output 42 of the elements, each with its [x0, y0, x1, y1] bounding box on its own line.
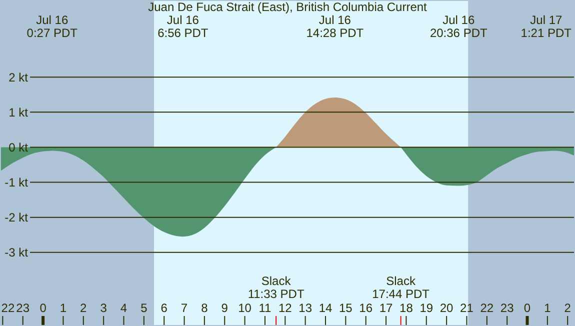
x-tick-label: 7: [180, 301, 188, 315]
annotation: Jul 16 0:27 PDT: [26, 13, 78, 40]
y-tick-label: 2 kt: [8, 70, 29, 84]
x-tick-label: 0: [40, 301, 47, 315]
annotation: Jul 17 1:21 PDT: [520, 13, 572, 40]
x-tick-label: 4: [120, 301, 128, 315]
x-tick-label: 12: [278, 301, 292, 315]
x-tick-label: 22: [480, 301, 494, 315]
x-tick-label: 9: [221, 301, 228, 315]
x-tick-label: 23: [16, 301, 30, 315]
x-tick-label: 6: [160, 301, 168, 315]
x-tick-label: 19: [420, 301, 434, 315]
x-tick-label: 22: [1, 301, 15, 315]
annotation: Jul 16 6:56 PDT: [158, 13, 209, 40]
x-tick-label: 8: [201, 301, 208, 315]
x-tick-label: 2: [564, 301, 572, 315]
x-tick-label: 13: [298, 301, 312, 315]
annotation: Jul 16 20:36 PDT: [430, 13, 488, 40]
y-tick-label: 1 kt: [8, 105, 29, 120]
x-tick-label: 20: [440, 301, 454, 315]
x-tick-label: 0: [524, 301, 531, 315]
annotation: Slack 17:44 PDT: [372, 274, 430, 301]
y-tick-label: -3 kt: [4, 246, 29, 260]
x-tick-label: 11: [258, 301, 272, 315]
y-tick-label: -2 kt: [4, 210, 29, 225]
annotation: Slack 11:33 PDT: [248, 274, 305, 301]
x-tick-label: 17: [379, 301, 394, 315]
x-tick-label: 1: [544, 301, 552, 315]
x-tick-label: 5: [140, 301, 148, 315]
x-tick-label: 1: [60, 301, 67, 315]
x-tick-label: 16: [359, 301, 373, 315]
x-tick-label: 23: [500, 301, 514, 315]
x-tick-label: 18: [400, 301, 414, 315]
x-tick-label: 21: [460, 301, 474, 315]
x-tick-label: 14: [318, 301, 332, 315]
x-tick-label: 10: [238, 301, 252, 315]
annotation: Jul 16 14:28 PDT: [306, 13, 364, 40]
y-tick-label: -1 kt: [4, 175, 29, 190]
x-tick-label: 3: [100, 301, 108, 315]
chart-title: Juan De Fuca Strait (East), British Columbia Current: [148, 0, 428, 14]
x-tick-label: 2: [80, 301, 88, 315]
x-tick-label: 15: [338, 301, 353, 315]
